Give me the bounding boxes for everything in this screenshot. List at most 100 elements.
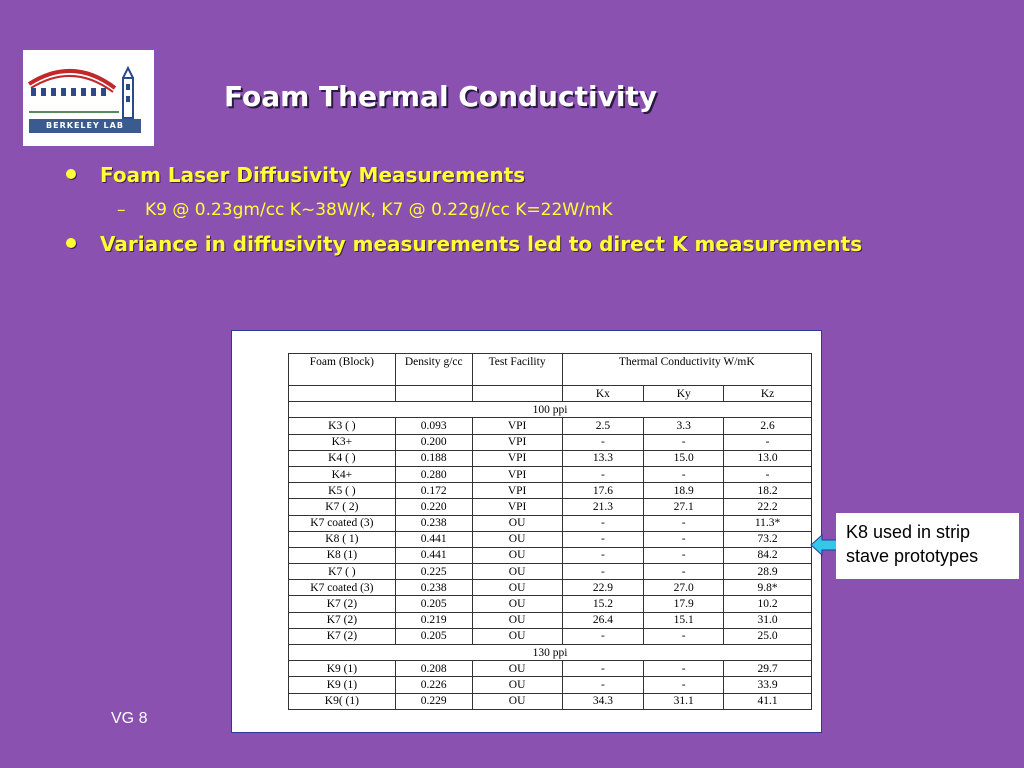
table-cell: 25.0 [723, 627, 812, 646]
table-cell: 13.3 [561, 449, 645, 467]
bullet-1: Foam Laser Diffusivity Measurements [100, 163, 526, 187]
table-cell: K7 coated (3) [288, 579, 396, 597]
table-panel: Foam (Block) Density g/cc Test Facility … [231, 330, 822, 733]
table-cell: - [723, 465, 812, 484]
table-cell: 0.229 [394, 692, 473, 710]
table-cell: 22.9 [561, 579, 645, 597]
table-cell: K3 ( ) [288, 417, 396, 435]
table-cell: 31.1 [643, 692, 725, 710]
table-cell: 26.4 [561, 611, 645, 629]
table-cell: 17.9 [643, 595, 725, 613]
table-cell: 0.205 [394, 627, 473, 646]
table-cell: OU [471, 579, 563, 597]
header-facility: Test Facility [471, 353, 563, 386]
bullet-dot-icon [66, 238, 76, 248]
table-cell: K4+ [288, 465, 396, 484]
table-cell: 0.200 [394, 433, 473, 451]
table-cell: K9( (1) [288, 692, 396, 710]
table-cell: K9 (1) [288, 676, 396, 694]
callout-box: K8 used in strip stave prototypes [836, 513, 1019, 579]
table-cell: K7 (2) [288, 627, 396, 646]
table-cell: OU [471, 530, 563, 548]
table-cell: 34.3 [561, 692, 645, 710]
table-row: K9 (1) 0.208 OU - -29.7 [288, 660, 812, 678]
table-row: K7 coated (3) 0.238 OU 22.9 27.0 9.8* [288, 579, 812, 597]
subheader-empty [394, 384, 473, 403]
table-cell: K4 ( ) [288, 449, 396, 467]
table-cell: - [561, 627, 645, 646]
table-cell: VPI [471, 482, 563, 500]
table-cell: 0.441 [394, 546, 473, 565]
table-row: K7 (2) 0.205 OU - -25.0 [288, 627, 812, 646]
table-cell: - [561, 676, 645, 694]
table-cell: - [561, 465, 645, 484]
sub-bullet-dash: – [117, 200, 126, 220]
header-ky: Ky [643, 384, 725, 403]
table-row: K9 (1) 0.226 OU - -33.9 [288, 676, 812, 694]
table-cell: OU [471, 514, 563, 532]
table-row: K4+ 0.280 VPI - - - [288, 465, 812, 484]
table-row: K8 (1) 0.441 OU - -84.2 [288, 546, 812, 565]
table-cell: K9 (1) [288, 660, 396, 678]
table-cell: - [643, 433, 725, 451]
table-cell: 84.2 [723, 546, 812, 565]
table-cell: VPI [471, 449, 563, 467]
table-cell: K7 (2) [288, 611, 396, 629]
header-kx: Kx [561, 384, 645, 403]
table-cell: OU [471, 611, 563, 629]
slide-footer: VG 8 [111, 710, 148, 727]
table-cell: OU [471, 692, 563, 710]
table-cell: 0.093 [394, 417, 473, 435]
table-cell: 29.7 [723, 660, 812, 678]
table-cell: - [561, 530, 645, 548]
thermal-conductivity-table: Foam (Block) Density g/cc Test Facility … [288, 353, 812, 710]
table-row: K8 ( 1) 0.441 OU - -73.2 [288, 530, 812, 548]
table-cell: 15.1 [643, 611, 725, 629]
table-cell: K7 coated (3) [288, 514, 396, 532]
table-cell: - [561, 546, 645, 565]
section-label: 130 ppi [288, 643, 812, 662]
header-kz: Kz [723, 384, 812, 403]
table-cell: 10.2 [723, 595, 812, 613]
table-cell: 0.172 [394, 482, 473, 500]
table-cell: 28.9 [723, 563, 812, 581]
table-row: K5 ( ) 0.172 VPI 17.6 18.9 18.2 [288, 482, 812, 500]
header-foam: Foam (Block) [288, 353, 396, 386]
slide-title: Foam Thermal Conductivity [224, 80, 658, 113]
table-cell: 0.238 [394, 579, 473, 597]
table-cell: VPI [471, 498, 563, 516]
table-row: K7 (2) 0.205 OU 15.2 17.9 10.2 [288, 595, 812, 613]
table-cell: - [643, 530, 725, 548]
table-cell: 0.205 [394, 595, 473, 613]
berkeley-lab-logo-graphic [27, 65, 134, 119]
table-cell: OU [471, 660, 563, 678]
table-cell: K8 ( 1) [288, 530, 396, 548]
table-cell: - [643, 660, 725, 678]
subheader-empty [288, 384, 396, 403]
table-cell: OU [471, 563, 563, 581]
table-row: K7 ( 2) 0.220 VPI 21.3 27.1 22.2 [288, 498, 812, 516]
table-cell: 18.2 [723, 482, 812, 500]
table-cell: - [561, 514, 645, 532]
table-cell: 41.1 [723, 692, 812, 710]
table-cell: 15.0 [643, 449, 725, 467]
table-section-row: 100 ppi [288, 401, 812, 419]
left-arrow-icon [810, 533, 838, 557]
table-cell: 0.226 [394, 676, 473, 694]
table-cell: 27.0 [643, 579, 725, 597]
header-conductivity: Thermal Conductivity W/mK [561, 353, 812, 386]
table-cell: VPI [471, 465, 563, 484]
table-cell: 0.208 [394, 660, 473, 678]
table-header-row: Foam (Block) Density g/cc Test Facility … [288, 353, 812, 386]
table-section-row: 130 ppi [288, 643, 812, 662]
table-cell: VPI [471, 417, 563, 435]
table-cell: OU [471, 676, 563, 694]
table-cell: OU [471, 627, 563, 646]
table-cell: - [561, 563, 645, 581]
table-cell: 17.6 [561, 482, 645, 500]
table-cell: 0.441 [394, 530, 473, 548]
table-cell: 0.238 [394, 514, 473, 532]
table-cell: 3.3 [643, 417, 725, 435]
table-cell: - [643, 676, 725, 694]
logo-wordmark: BERKELEY LAB [29, 119, 141, 133]
